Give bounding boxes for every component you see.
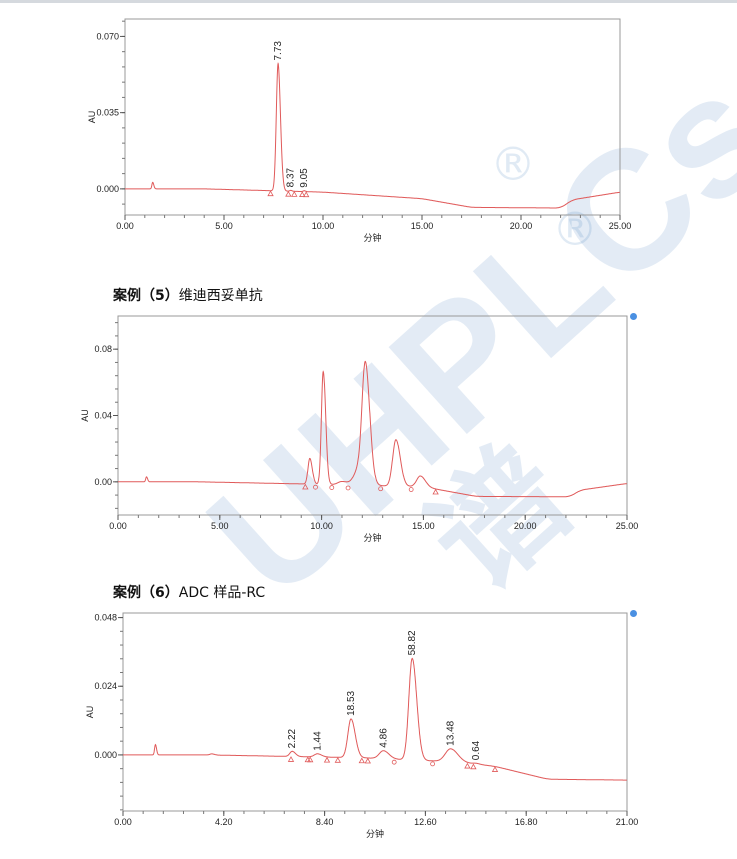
case5-title: 维迪西妥单抗	[178, 288, 263, 304]
peak-label: 2.22	[287, 728, 298, 748]
x-tick-label: 10.00	[310, 521, 333, 531]
y-tick-label: 0.035	[96, 108, 119, 118]
x-tick-label: 5.00	[211, 521, 229, 531]
plot-frame	[117, 315, 628, 516]
x-tick-label: 12.60	[414, 817, 437, 827]
x-tick-label: 20.00	[514, 521, 537, 531]
integration-triangle-marker	[491, 766, 499, 772]
integration-triangle-marker	[285, 190, 292, 197]
case6-number: 案例（6）	[113, 585, 179, 601]
y-tick-label: 0.000	[96, 184, 119, 194]
plot-frame	[122, 612, 628, 812]
integration-triangle-marker	[302, 191, 310, 198]
y-tick-label: 0.070	[96, 31, 119, 41]
peak-label: 8.37	[286, 167, 297, 187]
marker-dot	[630, 610, 637, 617]
integration-triangle-marker	[323, 756, 331, 763]
integration-circle-marker	[391, 759, 397, 765]
x-axis-label: 分钟	[363, 532, 381, 543]
integration-triangle-marker	[358, 757, 365, 764]
x-tick-label: 21.00	[616, 817, 639, 827]
peak-label: 13.48	[446, 720, 457, 745]
case5-heading: 案例（5）维迪西妥单抗	[113, 285, 263, 305]
case6-title: ADC 样品-RC	[178, 585, 266, 601]
x-tick-label: 5.00	[215, 221, 233, 231]
peak-label: 58.82	[407, 630, 418, 655]
chromatogram-trace	[123, 657, 627, 781]
x-tick-label: 0.00	[116, 221, 134, 231]
chromatogram-3: 0.00 4.20 8.40 12.60 16.80 21.00 0.000 0.024 0.0…	[85, 612, 639, 839]
integration-circle-marker	[345, 485, 351, 491]
y-axis-label: AU	[85, 706, 95, 719]
integration-triangle-marker	[470, 763, 477, 770]
x-tick-label: 0.00	[109, 521, 127, 531]
x-axis-label: 分钟	[366, 828, 384, 839]
top-border	[0, 0, 737, 3]
marker-dot	[630, 313, 637, 320]
integration-circle-marker	[408, 487, 414, 492]
integration-triangle-marker	[307, 756, 314, 763]
chromatogram-trace	[125, 62, 620, 209]
y-axis-label: AU	[80, 409, 90, 422]
integration-circle-marker	[378, 486, 384, 492]
y-tick-label: 0.00	[94, 477, 112, 487]
integration-triangle-marker	[464, 762, 471, 769]
integration-triangle-marker	[299, 191, 306, 197]
peak-label: 18.53	[346, 690, 357, 715]
x-tick-label: 0.00	[114, 817, 132, 827]
x-axis-label: 分钟	[363, 232, 381, 243]
integration-triangle-marker	[364, 757, 371, 764]
y-tick-label: 0.048	[94, 613, 117, 623]
integration-triangle-marker	[302, 483, 309, 490]
integration-circle-marker	[430, 761, 436, 767]
case6-heading: 案例（6）ADC 样品-RC	[113, 582, 265, 602]
chromatogram-trace	[118, 360, 627, 498]
x-tick-label: 25.00	[616, 521, 639, 531]
integration-circle-marker	[329, 485, 335, 490]
integration-triangle-marker	[291, 191, 298, 197]
peak-label: 4.86	[378, 728, 389, 748]
x-tick-label: 8.40	[316, 817, 334, 827]
x-tick-label: 25.00	[609, 221, 632, 231]
peak-label: 9.05	[299, 168, 310, 188]
integration-triangle-marker	[334, 756, 341, 763]
y-tick-label: 0.024	[94, 681, 117, 691]
peak-label: 1.44	[312, 731, 323, 751]
plot-frame	[124, 18, 621, 216]
y-tick-label: 0.000	[94, 750, 117, 760]
case5-number: 案例（5）	[113, 288, 179, 304]
integration-circle-marker	[313, 484, 318, 490]
x-tick-label: 15.00	[411, 221, 434, 231]
y-tick-label: 0.04	[94, 411, 112, 421]
x-tick-label: 16.80	[515, 817, 538, 827]
x-tick-label: 10.00	[312, 221, 335, 231]
chromatogram-1: 0.00 5.00 10.00 15.00 20.00 25.00 0.000 0.035 0.…	[87, 18, 632, 243]
integration-triangle-marker	[267, 190, 274, 197]
peak-label: 7.73	[273, 41, 284, 61]
x-tick-label: 20.00	[510, 221, 533, 231]
x-tick-label: 15.00	[412, 521, 435, 531]
y-tick-label: 0.08	[94, 344, 112, 354]
x-tick-label: 4.20	[215, 817, 233, 827]
peak-label: 0.64	[471, 740, 482, 760]
integration-triangle-marker	[287, 756, 295, 762]
chromatogram-2: 0.00 5.00 10.00 15.00 20.00 25.00 0.00 0.04 0.08…	[80, 315, 639, 543]
y-axis-label: AU	[87, 111, 97, 124]
integration-triangle-marker	[432, 488, 439, 495]
